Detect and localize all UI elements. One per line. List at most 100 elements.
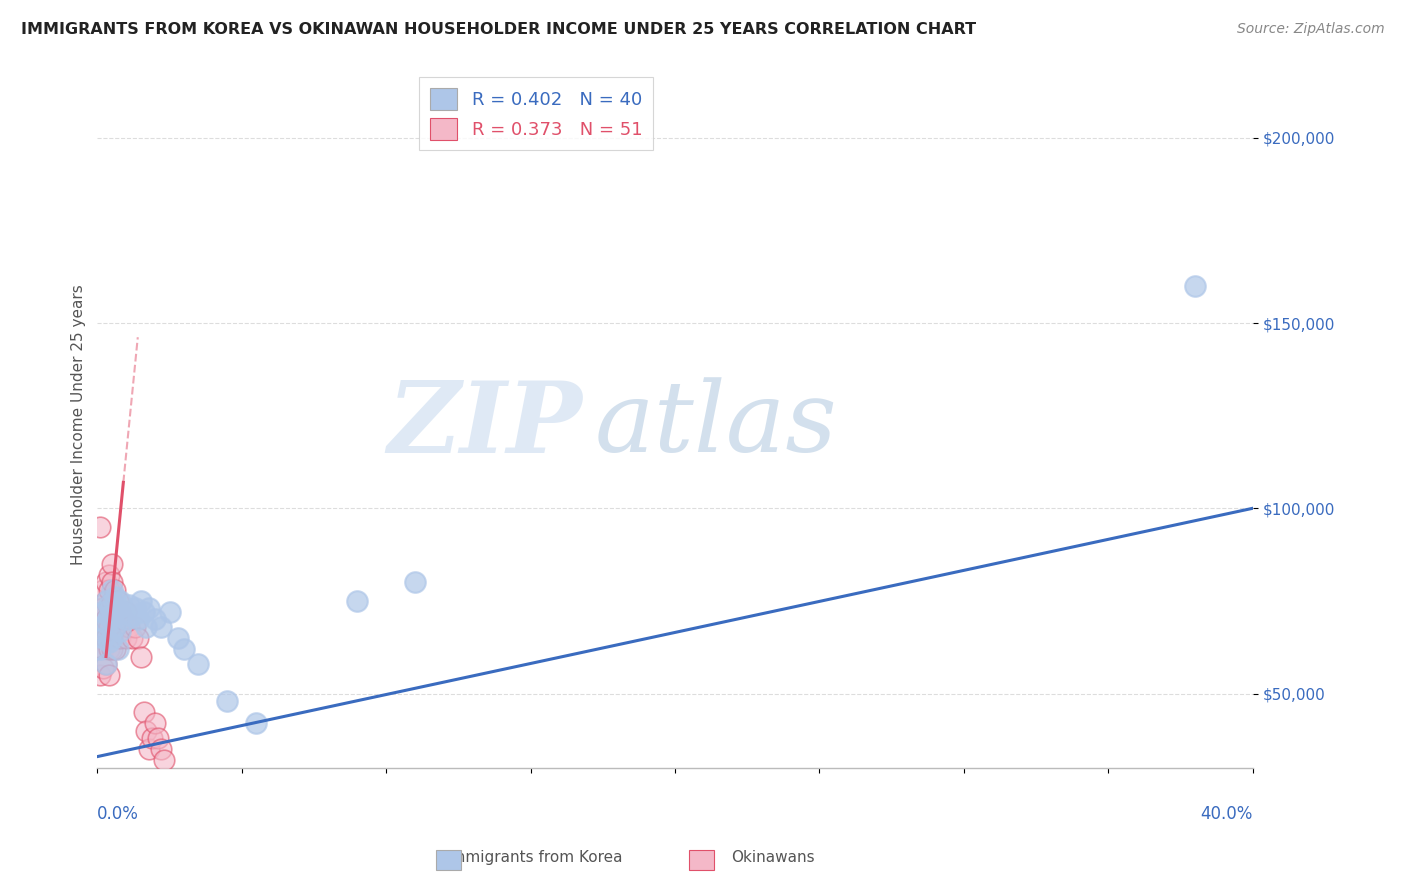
Point bbox=[135, 620, 157, 634]
Point bbox=[404, 575, 426, 590]
Point bbox=[94, 594, 117, 608]
Point bbox=[143, 612, 166, 626]
Point bbox=[101, 582, 124, 597]
Point bbox=[146, 731, 169, 745]
Point bbox=[94, 575, 117, 590]
Point bbox=[143, 716, 166, 731]
Point bbox=[346, 594, 368, 608]
Point bbox=[129, 594, 152, 608]
Point bbox=[104, 624, 127, 638]
Point bbox=[89, 642, 111, 657]
Point bbox=[124, 601, 146, 615]
Y-axis label: Householder Income Under 25 years: Householder Income Under 25 years bbox=[72, 285, 86, 566]
Point bbox=[91, 605, 114, 619]
Text: Okinawans: Okinawans bbox=[731, 850, 815, 865]
Point bbox=[97, 608, 120, 623]
Text: Source: ZipAtlas.com: Source: ZipAtlas.com bbox=[1237, 22, 1385, 37]
Text: 0.0%: 0.0% bbox=[97, 805, 139, 823]
Point bbox=[97, 668, 120, 682]
Point bbox=[135, 723, 157, 738]
Point bbox=[104, 582, 127, 597]
Point bbox=[91, 631, 114, 645]
Point bbox=[167, 631, 190, 645]
Point bbox=[112, 612, 135, 626]
Point bbox=[110, 631, 132, 645]
Point bbox=[129, 649, 152, 664]
Point bbox=[112, 605, 135, 619]
Point bbox=[124, 620, 146, 634]
Point bbox=[107, 642, 129, 657]
Point bbox=[94, 616, 117, 631]
Point bbox=[101, 594, 124, 608]
Point bbox=[110, 605, 132, 619]
Point bbox=[97, 582, 120, 597]
Point bbox=[97, 568, 120, 582]
Point bbox=[187, 657, 209, 671]
Point bbox=[132, 705, 155, 719]
Point bbox=[94, 657, 117, 671]
Point bbox=[138, 742, 160, 756]
Text: atlas: atlas bbox=[595, 377, 837, 473]
Point bbox=[91, 660, 114, 674]
Point bbox=[91, 620, 114, 634]
Point bbox=[101, 557, 124, 571]
Text: 40.0%: 40.0% bbox=[1201, 805, 1253, 823]
Point bbox=[107, 594, 129, 608]
Legend: R = 0.402   N = 40, R = 0.373   N = 51: R = 0.402 N = 40, R = 0.373 N = 51 bbox=[419, 78, 654, 151]
Point bbox=[127, 612, 149, 626]
Point bbox=[107, 601, 129, 615]
Point bbox=[217, 694, 239, 708]
Point bbox=[87, 631, 110, 645]
Point bbox=[89, 620, 111, 634]
Point bbox=[89, 642, 111, 657]
Point bbox=[152, 753, 174, 767]
Point bbox=[91, 642, 114, 657]
Point bbox=[110, 594, 132, 608]
Point bbox=[101, 631, 124, 645]
Point bbox=[141, 731, 163, 745]
Point bbox=[149, 742, 172, 756]
Point bbox=[115, 612, 138, 626]
Text: Immigrants from Korea: Immigrants from Korea bbox=[446, 850, 623, 865]
Point bbox=[101, 612, 124, 626]
Point bbox=[245, 716, 267, 731]
Point bbox=[173, 642, 195, 657]
Text: IMMIGRANTS FROM KOREA VS OKINAWAN HOUSEHOLDER INCOME UNDER 25 YEARS CORRELATION : IMMIGRANTS FROM KOREA VS OKINAWAN HOUSEH… bbox=[21, 22, 976, 37]
Point bbox=[97, 620, 120, 634]
Point bbox=[89, 668, 111, 682]
Point bbox=[94, 612, 117, 626]
Point bbox=[91, 601, 114, 615]
Point bbox=[94, 657, 117, 671]
Point bbox=[97, 642, 120, 657]
Point bbox=[101, 612, 124, 626]
Point bbox=[118, 598, 141, 612]
Point bbox=[121, 608, 143, 623]
Point bbox=[101, 575, 124, 590]
Point bbox=[104, 620, 127, 634]
Point bbox=[132, 605, 155, 619]
Point bbox=[89, 620, 111, 634]
Point bbox=[107, 616, 129, 631]
Point bbox=[104, 605, 127, 619]
Point bbox=[138, 601, 160, 615]
Point bbox=[115, 605, 138, 619]
Point bbox=[94, 631, 117, 645]
Point bbox=[149, 620, 172, 634]
Point bbox=[121, 631, 143, 645]
Point bbox=[89, 520, 111, 534]
Point bbox=[101, 642, 124, 657]
Point bbox=[97, 598, 120, 612]
Point bbox=[115, 631, 138, 645]
Point bbox=[97, 634, 120, 648]
Point bbox=[110, 624, 132, 638]
Point bbox=[118, 620, 141, 634]
Point bbox=[97, 601, 120, 615]
Point bbox=[89, 605, 111, 619]
Point bbox=[104, 642, 127, 657]
Point bbox=[127, 631, 149, 645]
Point bbox=[91, 582, 114, 597]
Text: ZIP: ZIP bbox=[388, 376, 582, 473]
Point bbox=[159, 605, 181, 619]
Point bbox=[1184, 279, 1206, 293]
Point bbox=[94, 594, 117, 608]
